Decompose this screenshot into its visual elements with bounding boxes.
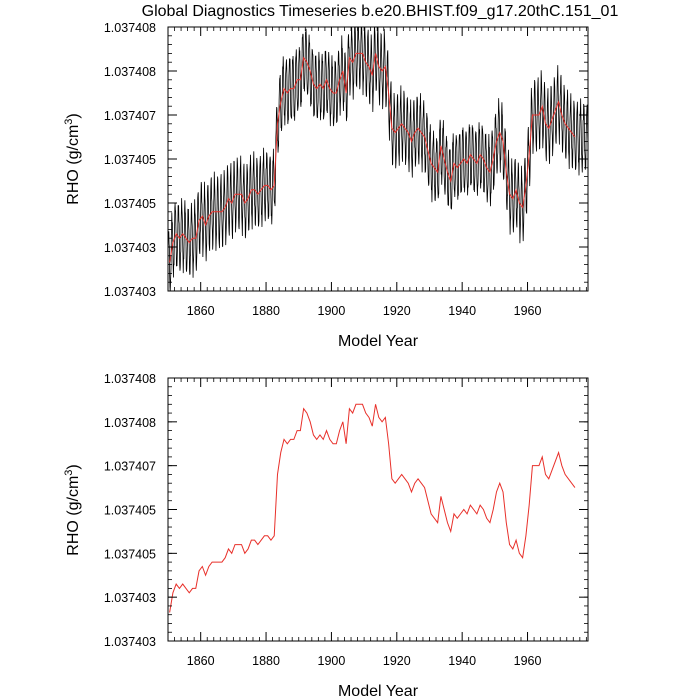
- bottom-y-tick-label: 1.037405: [104, 547, 156, 561]
- bottom-y-tick-label: 1.037405: [104, 504, 156, 518]
- bottom-plot-frame: [167, 377, 589, 642]
- top-y-tick-label: 1.037405: [104, 153, 156, 167]
- bottom-x-tick-label: 1920: [383, 654, 411, 668]
- top-y-tick-label: 1.037405: [104, 197, 156, 211]
- top-x-tick-label: 1940: [448, 304, 476, 318]
- top-monthly-series-line: [168, 27, 588, 291]
- bottom-x-axis-label: Model Year: [338, 683, 419, 700]
- top-y-tick-label: 1.037408: [104, 21, 156, 35]
- bottom-annual-mean-line: [169, 403, 576, 613]
- top-x-tick-label: 1900: [318, 304, 346, 318]
- top-axis-ticks: 1860 1880 1900 1920 1940 1960 1.037403 1.037403…: [104, 21, 588, 318]
- bottom-y-tick-label: 1.037408: [104, 416, 156, 430]
- top-y-axis-label: RHO (g/cm3): [63, 113, 82, 204]
- bottom-y-tick-label: 1.037403: [104, 591, 156, 605]
- top-x-tick-label: 1960: [514, 304, 542, 318]
- bottom-x-tick-label: 1940: [448, 654, 476, 668]
- bottom-y-axis-label: RHO (g/cm3): [63, 464, 82, 555]
- bottom-panel: 1860 1880 1900 1920 1940 1960 1.037403 1.037403…: [63, 372, 589, 700]
- bottom-x-tick-label: 1860: [187, 654, 215, 668]
- bottom-y-tick-label: 1.037403: [104, 635, 156, 649]
- bottom-x-tick-label: 1900: [318, 654, 346, 668]
- top-series-group: [168, 27, 588, 291]
- bottom-series-group: [169, 403, 576, 613]
- bottom-x-tick-label: 1880: [252, 654, 280, 668]
- top-x-tick-label: 1920: [383, 304, 411, 318]
- top-annual-mean-line: [169, 52, 576, 263]
- top-x-tick-label: 1860: [187, 304, 215, 318]
- top-y-tick-label: 1.037403: [104, 285, 156, 299]
- bottom-axis-ticks: 1860 1880 1900 1920 1940 1960 1.037403 1.037403…: [104, 372, 588, 668]
- top-panel: 1860 1880 1900 1920 1940 1960 1.037403 1.037403…: [63, 21, 589, 350]
- figure-title: Global Diagnostics Timeseries b.e20.BHIS…: [142, 3, 619, 20]
- top-x-tick-label: 1880: [252, 304, 280, 318]
- top-y-tick-label: 1.037408: [104, 65, 156, 79]
- top-y-tick-label: 1.037407: [104, 109, 156, 123]
- bottom-x-tick-label: 1960: [514, 654, 542, 668]
- bottom-y-tick-label: 1.037407: [104, 460, 156, 474]
- top-y-tick-label: 1.037403: [104, 241, 156, 255]
- top-x-axis-label: Model Year: [338, 333, 419, 350]
- bottom-y-tick-label: 1.037408: [104, 372, 156, 386]
